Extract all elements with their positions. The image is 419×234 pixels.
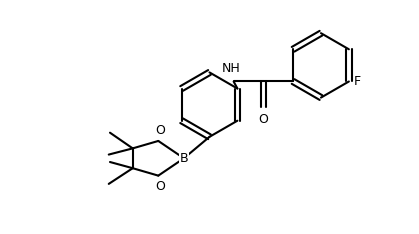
Text: B: B	[180, 152, 188, 165]
Text: O: O	[155, 180, 166, 193]
Text: F: F	[354, 75, 361, 88]
Text: O: O	[155, 124, 166, 137]
Text: O: O	[259, 113, 268, 126]
Text: NH: NH	[222, 62, 241, 75]
